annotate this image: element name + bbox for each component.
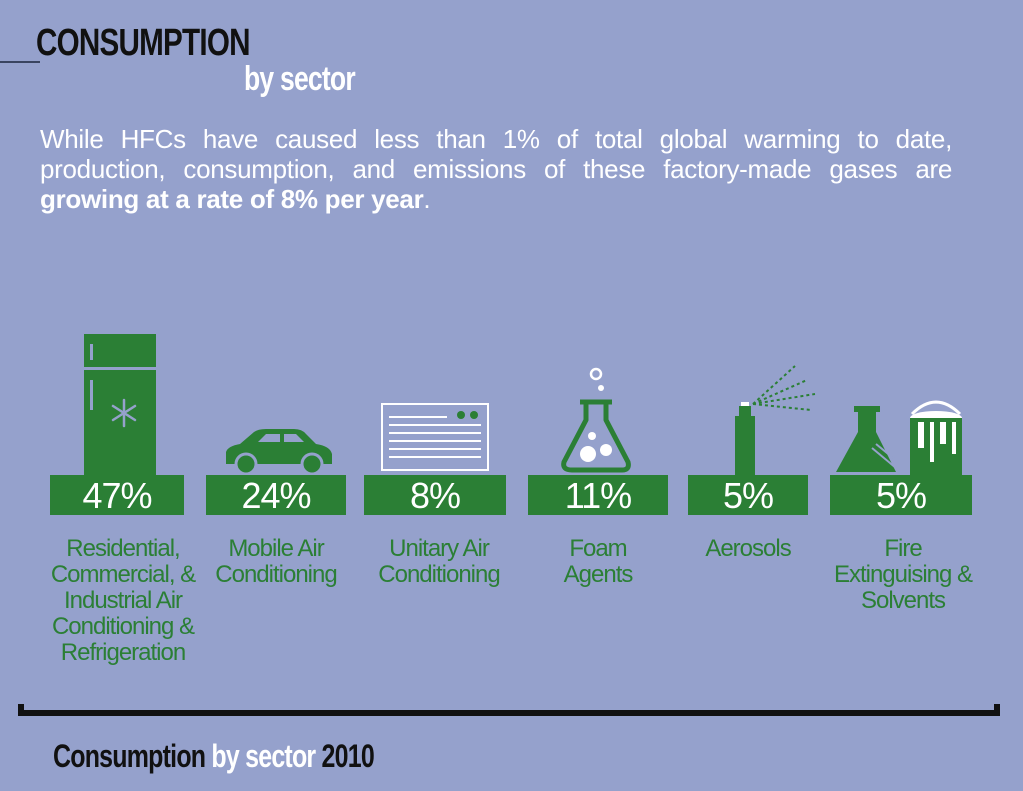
sector-label-residential: Residential, Commercial, & Industrial Ai… — [50, 535, 196, 666]
footer-part3: 2010 — [315, 738, 375, 774]
page-title: CONSUMPTION — [36, 22, 250, 64]
sector-value-residential: 47% — [50, 475, 184, 516]
intro-text-part1: While HFCs have caused less than 1% of t… — [40, 124, 952, 184]
flask-icon — [561, 367, 631, 473]
sector-value-fire-solvents: 5% — [830, 475, 972, 516]
intro-text-end: . — [423, 184, 431, 214]
footer-caption: Consumption by sector 2010 — [53, 738, 375, 775]
page-subtitle: by sector — [244, 60, 356, 98]
car-icon — [226, 429, 332, 476]
sector-label-mobile-ac: Mobile Air Conditioning — [215, 535, 337, 588]
sector-label-unitary-ac: Unitary Air Conditioning — [378, 535, 500, 588]
intro-text: While HFCs have caused less than 1% of t… — [40, 124, 952, 214]
footer-part2: by sector — [205, 738, 316, 774]
sector-value-mobile-ac: 24% — [206, 475, 346, 516]
air-conditioner-icon — [381, 403, 489, 471]
spray-can-icon — [735, 365, 816, 476]
refrigerator-icon — [84, 334, 156, 476]
sector-label-foam: Foam Agents — [563, 535, 634, 588]
sector-value-foam: 11% — [528, 475, 668, 516]
sector-value-aerosols: 5% — [688, 475, 808, 516]
bracket-line — [18, 710, 1000, 716]
sector-label-aerosols: Aerosols — [705, 535, 791, 562]
footer-part1: Consumption — [53, 738, 206, 774]
bracket-right-end — [994, 704, 1000, 716]
bracket-left-end — [18, 704, 24, 716]
sector-value-unitary-ac: 8% — [364, 475, 506, 516]
title-rule — [0, 61, 40, 63]
beaker-and-bucket-icon — [836, 400, 962, 476]
sector-label-fire-solvents: Fire Extinguising & Solvents — [833, 535, 973, 614]
intro-text-bold: growing at a rate of 8% per year — [40, 184, 424, 214]
